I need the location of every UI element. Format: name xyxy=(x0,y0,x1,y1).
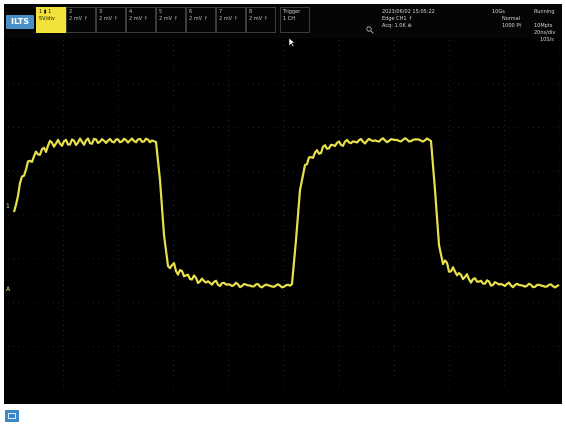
channel-4-scale: 2 mV ↑ xyxy=(129,16,148,22)
waveform-svg xyxy=(8,40,560,390)
channel-8-label: 8 xyxy=(249,9,253,15)
channel-5-button[interactable]: 5 2 mV ↑ xyxy=(156,7,186,33)
waveform-display[interactable] xyxy=(8,40,560,390)
channel-6-label: 6 xyxy=(189,9,193,15)
channel-6-scale: 2 mV ↑ xyxy=(189,16,208,22)
sample-rate-readout: 10Gs xyxy=(492,9,505,15)
channel-2-scale: 2 mV ↑ xyxy=(69,16,88,22)
channel-7-button[interactable]: 7 2 mV ↑ xyxy=(216,7,246,33)
oscilloscope-screen: ILTS 1 ▮ 1 5V/div 2 2 mV ↑ 3 2 mV ↑ 4 2 … xyxy=(4,4,562,404)
channel-3-label: 3 xyxy=(99,9,103,15)
channel-1-scale: 5V/div xyxy=(39,16,55,22)
app-window-icon[interactable] xyxy=(5,410,19,422)
channel-5-label: 5 xyxy=(159,9,163,15)
datetime-readout: 2023/06/02 15:05:22 xyxy=(382,9,435,15)
channel-1-trace xyxy=(12,137,560,289)
trigger-mode: Normal xyxy=(502,16,521,22)
trigger-button[interactable]: Trigger 1 CH xyxy=(280,7,310,33)
trigger-source: 1 CH xyxy=(283,16,296,22)
trigger-level-marker: A xyxy=(6,286,11,293)
channel-7-label: 7 xyxy=(219,9,223,15)
channel-6-button[interactable]: 6 2 mV ↑ xyxy=(186,7,216,33)
mouse-cursor-icon xyxy=(289,38,296,48)
channel-3-scale: 2 mV ↑ xyxy=(99,16,118,22)
points-readout: 1000 Pt xyxy=(502,23,522,29)
run-status[interactable]: Running xyxy=(534,9,555,15)
channel-4-label: 4 xyxy=(129,9,133,15)
edge-trigger-readout: Edge CH1 ↑ xyxy=(382,16,413,22)
channel-5-scale: 2 mV ↑ xyxy=(159,16,178,22)
acquisition-readout: Acq: 1.0K ⊕ xyxy=(382,23,412,29)
time-per-div: 20ns/div xyxy=(534,30,556,36)
scope-menu-button[interactable]: ILTS xyxy=(6,15,34,29)
channel-8-scale: 2 mV ↑ xyxy=(249,16,268,22)
channel-7-scale: 2 mV ↑ xyxy=(219,16,238,22)
channel-3-button[interactable]: 3 2 mV ↑ xyxy=(96,7,126,33)
channel-8-button[interactable]: 8 2 mV ↑ xyxy=(246,7,276,33)
channel-2-button[interactable]: 2 2 mV ↑ xyxy=(66,7,96,33)
channel-1-button[interactable]: 1 ▮ 1 5V/div xyxy=(36,7,66,33)
channel-1-label: 1 ▮ 1 xyxy=(39,9,52,15)
trigger-label: Trigger xyxy=(283,9,301,15)
channel-2-label: 2 xyxy=(69,9,73,15)
channel-4-button[interactable]: 4 2 mV ↑ xyxy=(126,7,156,33)
status-bar: ILTS 1 ▮ 1 5V/div 2 2 mV ↑ 3 2 mV ↑ 4 2 … xyxy=(4,4,562,48)
acq-rate: 10S/s xyxy=(540,37,554,43)
zoom-icon[interactable] xyxy=(366,26,374,34)
record-length: 10Mpts xyxy=(534,23,553,29)
channel-level-marker: 1 xyxy=(6,203,10,210)
